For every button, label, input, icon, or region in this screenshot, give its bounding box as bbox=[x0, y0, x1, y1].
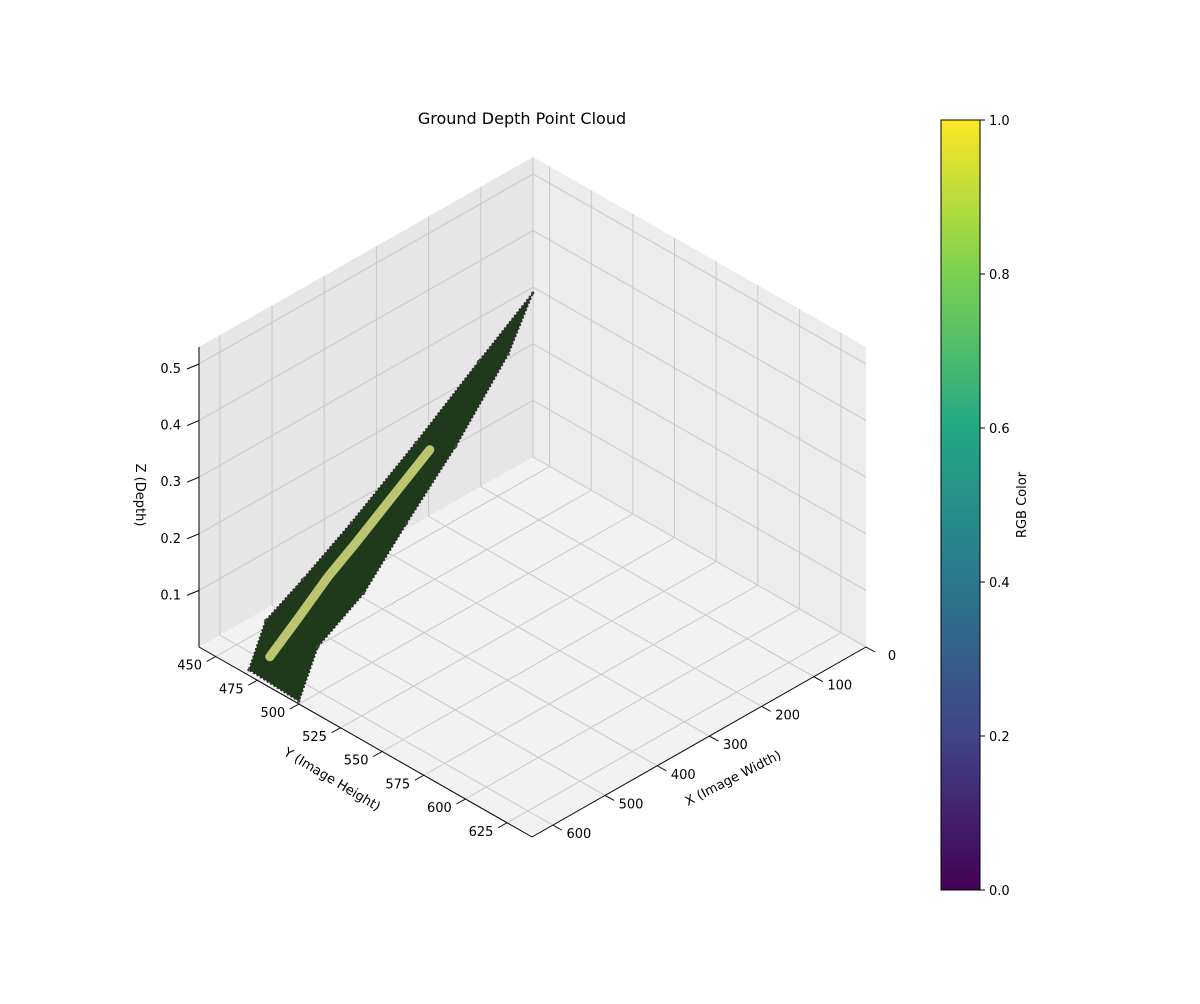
x-axis-line bbox=[531, 646, 867, 838]
colorbar: 0.0 0.2 0.4 0.6 0.8 1.0 bbox=[940, 114, 1010, 899]
x-tick-label: 300 bbox=[723, 738, 748, 753]
point-cloud-dot bbox=[362, 591, 366, 595]
x-tick-mark bbox=[865, 646, 876, 653]
grid-line-x-floor bbox=[376, 545, 710, 737]
z-tick-mark bbox=[186, 589, 200, 596]
axes-ticks: 0 100 200 300 400 500 600 450 475 500 525 550 575 600… bbox=[160, 347, 896, 842]
grid-line-z-right bbox=[532, 230, 867, 422]
z-tick-label: 0.3 bbox=[160, 475, 181, 490]
grid-line-y-floor bbox=[423, 584, 759, 776]
y-axis-line bbox=[198, 646, 533, 838]
colorbar-tick-label: 0.2 bbox=[989, 730, 1010, 745]
y-tick-label: 625 bbox=[469, 825, 494, 840]
grid-line-z-right bbox=[532, 399, 867, 591]
x-tick-label: 400 bbox=[671, 768, 696, 783]
grid-line-y-floor bbox=[298, 513, 634, 705]
grid-line-z-left bbox=[198, 230, 534, 422]
grid-line-x-floor bbox=[428, 515, 762, 707]
x-tick-mark bbox=[761, 705, 771, 712]
left-wall-pane bbox=[199, 157, 533, 647]
colorbar-tick-label: 1.0 bbox=[989, 114, 1010, 129]
colorbar-gradient bbox=[940, 119, 981, 891]
point-cloud-dot bbox=[477, 359, 481, 364]
y-tick-label: 550 bbox=[344, 754, 369, 769]
chart-title: Ground Depth Point Cloud bbox=[418, 109, 626, 128]
x-tick-label: 100 bbox=[827, 679, 852, 694]
z-tick-mark bbox=[186, 420, 200, 427]
grid-line-x-floor bbox=[271, 605, 606, 796]
z-tick-label: 0.4 bbox=[160, 419, 181, 434]
y-tick-label: 575 bbox=[385, 777, 410, 792]
x-axis-label: X (Image Width) bbox=[683, 748, 784, 809]
colorbar-tick-label: 0.8 bbox=[989, 268, 1010, 283]
grid-line-z-left bbox=[198, 399, 534, 591]
colorbar-tick-label: 0.6 bbox=[989, 422, 1010, 437]
point-cloud-dot bbox=[349, 521, 353, 525]
z-tick-label: 0.5 bbox=[160, 362, 181, 377]
z-tick-mark bbox=[186, 363, 200, 370]
grid-line-z-right bbox=[532, 173, 867, 365]
grid-line-x-floor bbox=[532, 456, 867, 648]
point-cloud-dot bbox=[316, 645, 320, 649]
y-tick-mark bbox=[331, 727, 341, 734]
x-tick-label: 200 bbox=[775, 708, 800, 723]
z-tick-mark bbox=[186, 533, 200, 540]
y-tick-mark bbox=[206, 656, 216, 662]
colorbar-label: RGB Color bbox=[1015, 471, 1030, 538]
point-cloud-dot bbox=[531, 291, 535, 295]
y-tick-label: 475 bbox=[219, 682, 244, 697]
right-wall-pane bbox=[533, 157, 866, 647]
y-tick-label: 450 bbox=[177, 659, 202, 674]
x-tick-mark bbox=[552, 824, 563, 831]
grid-line-y-floor bbox=[381, 561, 717, 752]
x-tick-label: 0 bbox=[888, 649, 896, 664]
grid-line-x-floor bbox=[324, 575, 658, 767]
x-tick-mark bbox=[657, 765, 667, 772]
y-tick-mark bbox=[456, 798, 466, 805]
surface-highlight-band bbox=[265, 445, 435, 662]
y-tick-mark bbox=[497, 822, 508, 829]
grid-line-z-left bbox=[198, 286, 534, 478]
y-tick-label: 600 bbox=[427, 801, 452, 816]
y-tick-mark bbox=[414, 774, 425, 781]
grid-line-z-left bbox=[198, 173, 534, 365]
colorbar-tick-label: 0.4 bbox=[989, 576, 1010, 591]
point-cloud-dot bbox=[247, 668, 251, 672]
point-cloud-surface bbox=[247, 291, 535, 703]
z-tick-label: 0.2 bbox=[160, 532, 181, 547]
x-tick-label: 600 bbox=[566, 827, 591, 842]
z-axis-label: Z (Depth) bbox=[132, 464, 147, 527]
point-cloud-dot bbox=[404, 521, 409, 526]
point-cloud-dot bbox=[506, 352, 510, 356]
point-cloud-dot bbox=[264, 618, 268, 623]
grid-line-y-floor bbox=[506, 632, 842, 824]
y-tick-label: 500 bbox=[260, 706, 285, 721]
y-tick-label: 525 bbox=[302, 730, 327, 745]
x-tick-mark bbox=[604, 795, 615, 801]
point-cloud-dot bbox=[297, 699, 301, 703]
point-cloud-dot bbox=[300, 578, 305, 582]
grid-line-y-floor bbox=[340, 537, 675, 729]
y-tick-mark bbox=[289, 703, 300, 710]
grid-line-z-right bbox=[532, 343, 867, 535]
grid-line-x-floor bbox=[480, 486, 815, 678]
y-tick-mark bbox=[248, 679, 258, 686]
x-tick-mark bbox=[709, 735, 719, 742]
grid-line-y-floor bbox=[465, 608, 800, 800]
point-cloud-dot bbox=[454, 444, 458, 448]
colorbar-tick-label: 0.0 bbox=[989, 884, 1010, 899]
x-tick-mark bbox=[813, 676, 824, 683]
y-tick-mark bbox=[372, 751, 383, 757]
z-tick-label: 0.1 bbox=[160, 588, 181, 603]
point-cloud-dot bbox=[414, 440, 418, 445]
z-tick-mark bbox=[186, 476, 200, 483]
x-tick-label: 500 bbox=[619, 797, 644, 812]
grid-line-z-right bbox=[532, 286, 867, 478]
